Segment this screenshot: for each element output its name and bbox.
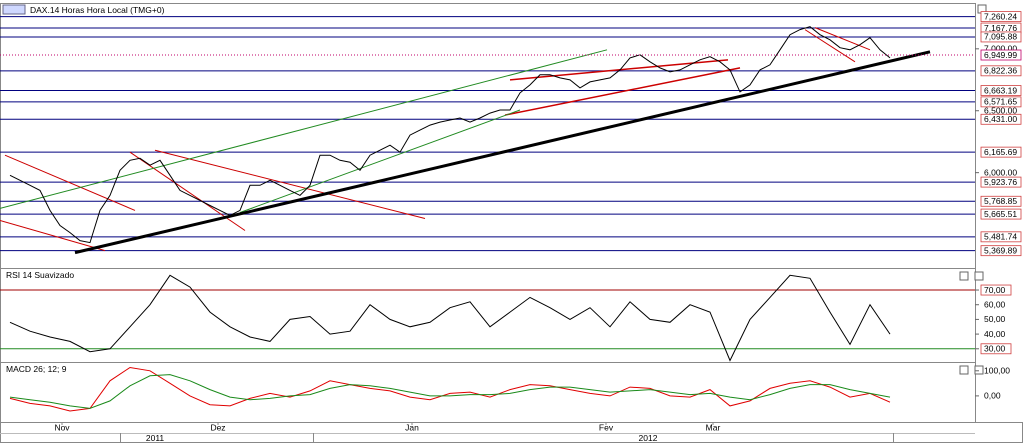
x-tick-label: Dez bbox=[210, 422, 225, 432]
level-label: 7,260.24 bbox=[984, 11, 1017, 21]
trend-line bbox=[0, 219, 106, 252]
y-tick-label: 60,00 bbox=[984, 299, 1006, 309]
title-bg bbox=[3, 364, 83, 374]
panel-title: MACD 26; 12; 9 bbox=[6, 364, 67, 374]
level-label-box bbox=[980, 195, 1022, 207]
level-label-box bbox=[980, 231, 1022, 243]
x-tick-label: Jan bbox=[405, 422, 419, 432]
level-label-box bbox=[980, 11, 1022, 22]
last-price-label: 6,949.99 bbox=[984, 50, 1017, 60]
trend-line bbox=[4, 154, 136, 211]
level-label-box bbox=[980, 176, 1022, 188]
level-label: 7,095.88 bbox=[984, 32, 1017, 42]
level-label: 7,167.76 bbox=[984, 23, 1017, 33]
y-tick-label: 7,000.00 bbox=[984, 44, 1017, 54]
panel-title: RSI 14 Suavizado bbox=[6, 270, 74, 280]
plot-area bbox=[0, 274, 975, 362]
level-label: 6,431.00 bbox=[984, 114, 1017, 124]
level-label: 6,822.36 bbox=[984, 66, 1017, 76]
symbol-icon bbox=[2, 4, 26, 15]
level-label: 5,369.89 bbox=[984, 245, 1017, 255]
x-tick-label: Fev bbox=[599, 422, 614, 432]
y-tick-label: 100,00 bbox=[984, 366, 1010, 376]
trend-line bbox=[814, 27, 871, 51]
trend-line bbox=[74, 50, 931, 255]
level-label: 6,571.65 bbox=[984, 97, 1017, 107]
level-label-box bbox=[980, 65, 1022, 77]
panel-title: DAX.14 Horas Hora Local (TMG+0) bbox=[30, 5, 165, 15]
trend-line bbox=[804, 29, 856, 63]
level-label-box bbox=[980, 31, 1022, 43]
y-tick-label: 6,500.00 bbox=[984, 105, 1017, 115]
level-label: 5,665.51 bbox=[984, 209, 1017, 219]
trend-line bbox=[239, 109, 521, 213]
level-label-box bbox=[980, 146, 1022, 158]
window-button[interactable] bbox=[959, 365, 969, 375]
trend-line bbox=[154, 149, 426, 219]
title-bg bbox=[27, 5, 162, 15]
level-label-box bbox=[980, 96, 1022, 108]
window-button[interactable] bbox=[974, 271, 984, 281]
y-tick-box bbox=[980, 343, 1012, 355]
level-label-box bbox=[980, 208, 1022, 220]
level-label: 5,481.74 bbox=[984, 232, 1017, 242]
y-tick-label: 30,00 bbox=[984, 344, 1006, 354]
window-button[interactable] bbox=[974, 365, 984, 375]
series-line bbox=[9, 374, 891, 409]
last-price-box bbox=[980, 49, 1022, 61]
level-label: 5,768.85 bbox=[984, 196, 1017, 206]
year-label: 2012 bbox=[639, 433, 658, 443]
x-tick-label: Mar bbox=[706, 422, 721, 432]
window-button[interactable] bbox=[959, 271, 969, 281]
price-line bbox=[9, 26, 891, 244]
level-label-box bbox=[980, 85, 1022, 96]
y-tick-label: 40,00 bbox=[984, 329, 1006, 339]
level-label-box bbox=[980, 245, 1022, 257]
level-label: 6,165.69 bbox=[984, 147, 1017, 157]
y-tick-box bbox=[980, 284, 1012, 296]
price-line bbox=[9, 274, 891, 362]
year-label: 2011 bbox=[146, 433, 165, 443]
level-label: 6,663.19 bbox=[984, 85, 1017, 95]
plot-area bbox=[0, 16, 975, 255]
trend-line bbox=[509, 59, 729, 81]
title-bg bbox=[3, 270, 83, 280]
y-tick-label: 0,00 bbox=[984, 391, 1001, 401]
y-tick-label: 6,000.00 bbox=[984, 167, 1017, 177]
plot-area bbox=[9, 366, 891, 412]
y-tick-label: 70,00 bbox=[984, 285, 1006, 295]
trend-line bbox=[0, 49, 608, 209]
level-label-box bbox=[980, 113, 1022, 125]
x-tick-label: Nov bbox=[54, 422, 70, 432]
trend-line bbox=[504, 67, 741, 116]
y-tick-label: 50,00 bbox=[984, 314, 1006, 324]
level-label: 5,923.76 bbox=[984, 177, 1017, 187]
